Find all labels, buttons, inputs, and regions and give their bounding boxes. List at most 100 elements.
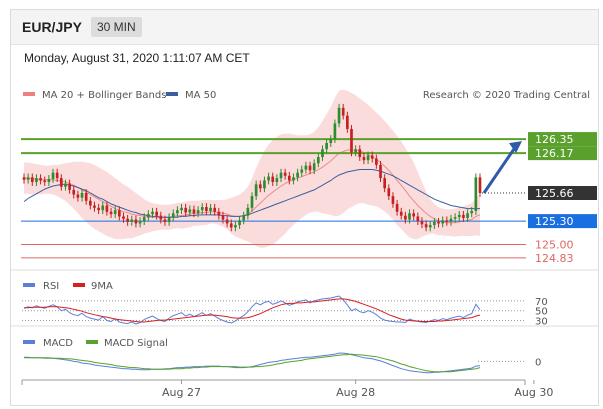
candle-body	[258, 184, 262, 189]
candle-body	[93, 205, 96, 208]
level-tag-3	[528, 214, 597, 229]
candle-body	[180, 207, 183, 211]
candle-body	[196, 210, 200, 214]
x-tick-label: Aug 27	[162, 386, 201, 399]
candle-body	[138, 221, 142, 224]
macd-line	[24, 352, 481, 374]
candle-body	[159, 215, 163, 220]
level-tag-2	[528, 185, 597, 200]
candle-body	[80, 192, 84, 198]
candle-body	[151, 211, 154, 215]
candle-body	[163, 219, 167, 222]
candle-body	[346, 115, 349, 129]
forecast-arrow-head	[509, 141, 522, 154]
candle-body	[267, 176, 270, 181]
candle-body	[404, 215, 407, 220]
copyright-text: Research © 2020 Trading Central	[423, 90, 590, 101]
candle-body	[126, 218, 129, 222]
candle-body	[379, 164, 382, 179]
candle-body	[171, 213, 175, 218]
candle-body	[242, 215, 246, 221]
chart-header: EUR/JPY 30 MIN	[11, 10, 598, 45]
rsi-ma-line	[24, 298, 481, 323]
legend-bollinger-swatch	[23, 92, 35, 96]
candle-body	[109, 211, 113, 215]
candle-body	[358, 149, 362, 158]
candle-body	[387, 188, 391, 197]
candle-body	[437, 221, 440, 224]
candle-body	[354, 149, 357, 153]
forecast-arrow	[482, 145, 518, 194]
candle-body	[412, 213, 416, 217]
candle-body	[391, 196, 395, 204]
candle-body	[76, 194, 80, 198]
candle-body	[457, 214, 461, 218]
candle-body	[238, 220, 241, 226]
candle-body	[453, 217, 457, 219]
candle-body	[395, 203, 399, 212]
candle-body	[341, 107, 345, 116]
candle-body	[130, 219, 134, 222]
candle-body	[134, 219, 138, 224]
candle-body	[462, 214, 465, 218]
legend-ma50-label: MA 50	[185, 90, 216, 101]
candle-body	[113, 210, 117, 215]
candle-body	[470, 210, 474, 214]
candle-body	[118, 210, 121, 217]
candle-body	[383, 178, 386, 189]
candle-body	[337, 107, 341, 124]
rsi-tick-label: 30	[535, 317, 548, 328]
candle-body	[88, 200, 92, 206]
candle-body	[101, 205, 105, 211]
candle-body	[428, 225, 432, 228]
candle-body	[478, 177, 482, 193]
candle-body	[147, 214, 150, 218]
candle-body	[184, 207, 188, 213]
candle-body	[445, 220, 449, 222]
candle-body	[466, 213, 469, 218]
candle-body	[292, 177, 295, 181]
candle-body	[312, 163, 316, 171]
candle-body	[370, 155, 374, 159]
candle-body	[176, 210, 179, 214]
candle-body	[72, 189, 76, 195]
ma50-line	[23, 169, 480, 218]
candle-body	[449, 218, 453, 222]
x-tick-label: Aug 30	[514, 386, 553, 399]
candle-body	[362, 157, 366, 161]
candle-body	[350, 128, 353, 153]
candle-body	[30, 177, 34, 183]
candle-body	[51, 172, 55, 179]
candle-body	[59, 178, 63, 187]
candle-body	[287, 175, 291, 181]
legend-rsi-ma-swatch	[73, 283, 85, 287]
candle-body	[296, 172, 299, 178]
macd-panel: 0	[24, 352, 541, 374]
candle-body	[474, 177, 478, 211]
candle-body	[300, 169, 304, 173]
level-label-5: 124.83	[535, 252, 574, 265]
legend-macd-signal-label: MACD Signal	[104, 338, 168, 349]
candle-body	[142, 217, 146, 222]
legend-rsi-swatch	[23, 283, 35, 287]
x-axis: Aug 27 Aug 28 Aug 30	[21, 380, 553, 399]
timeframe-badge[interactable]: 30 MIN	[91, 17, 142, 37]
candle-body	[234, 225, 237, 228]
level-label-3: 125.30	[535, 215, 574, 228]
candle-body	[424, 224, 428, 228]
candle-body	[205, 207, 208, 211]
candle-body	[213, 207, 217, 212]
candle-body	[105, 205, 109, 212]
candle-body	[433, 221, 436, 226]
candle-body	[304, 165, 308, 170]
candle-body	[84, 192, 88, 201]
legend-bollinger-label: MA 20 + Bollinger Bands	[42, 90, 166, 101]
instrument-title: EUR/JPY	[22, 19, 82, 35]
bollinger-band	[24, 89, 480, 248]
candle-body	[47, 178, 51, 183]
legend-ma50-swatch	[166, 92, 178, 96]
candle-body	[43, 180, 47, 183]
